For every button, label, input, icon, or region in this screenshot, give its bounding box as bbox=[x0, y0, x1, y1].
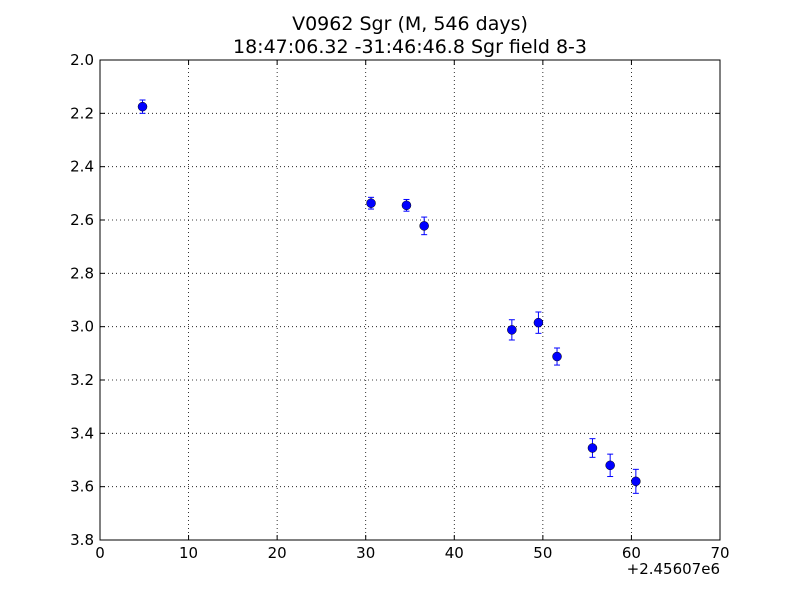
y-tick-label: 2.6 bbox=[70, 211, 94, 229]
y-tick-label: 2.4 bbox=[70, 158, 94, 176]
axis-ticks bbox=[99, 59, 721, 541]
data-point bbox=[552, 351, 562, 362]
x-offset-label: +2.45607e6 bbox=[627, 560, 720, 578]
y-tick-label: 3.8 bbox=[70, 531, 94, 549]
data-point bbox=[533, 317, 544, 328]
data-point bbox=[587, 443, 598, 453]
plot-frame bbox=[99, 59, 721, 541]
y-tick-label: 3.6 bbox=[70, 478, 94, 496]
data-point bbox=[419, 221, 429, 231]
chart-subtitle: 18:47:06.32 -31:46:46.8 Sgr field 8-3 bbox=[233, 36, 587, 58]
y-tick-label: 3.0 bbox=[70, 318, 94, 336]
x-tick-label: 20 bbox=[268, 544, 287, 562]
data-point bbox=[507, 325, 517, 335]
data-point bbox=[366, 198, 376, 208]
x-tick-label: 40 bbox=[445, 544, 464, 562]
data-series bbox=[137, 99, 641, 494]
y-tick-label: 3.2 bbox=[70, 371, 94, 389]
y-tick-label: 2.8 bbox=[70, 264, 94, 282]
x-tick-label: 60 bbox=[622, 544, 641, 562]
y-tick-label: 2.2 bbox=[70, 104, 94, 122]
data-point bbox=[631, 476, 641, 487]
y-axis-tick-labels: 2.0 2.2 2.4 2.6 2.8 3.0 3.2 3.4 3.6 3.8 bbox=[70, 51, 94, 549]
x-axis-tick-labels: 0 10 20 30 40 50 60 70 bbox=[95, 544, 729, 562]
grid bbox=[100, 60, 720, 540]
x-tick-label: 10 bbox=[179, 544, 198, 562]
y-tick-label: 2.0 bbox=[70, 51, 94, 69]
data-point bbox=[605, 460, 615, 471]
chart-title: V0962 Sgr (M, 546 days) bbox=[292, 13, 528, 35]
x-tick-label: 0 bbox=[95, 544, 105, 562]
y-tick-label: 3.4 bbox=[70, 424, 94, 442]
x-tick-label: 70 bbox=[710, 544, 729, 562]
data-point bbox=[137, 101, 148, 112]
x-tick-label: 30 bbox=[356, 544, 375, 562]
data-point bbox=[401, 200, 412, 211]
x-tick-label: 50 bbox=[533, 544, 552, 562]
